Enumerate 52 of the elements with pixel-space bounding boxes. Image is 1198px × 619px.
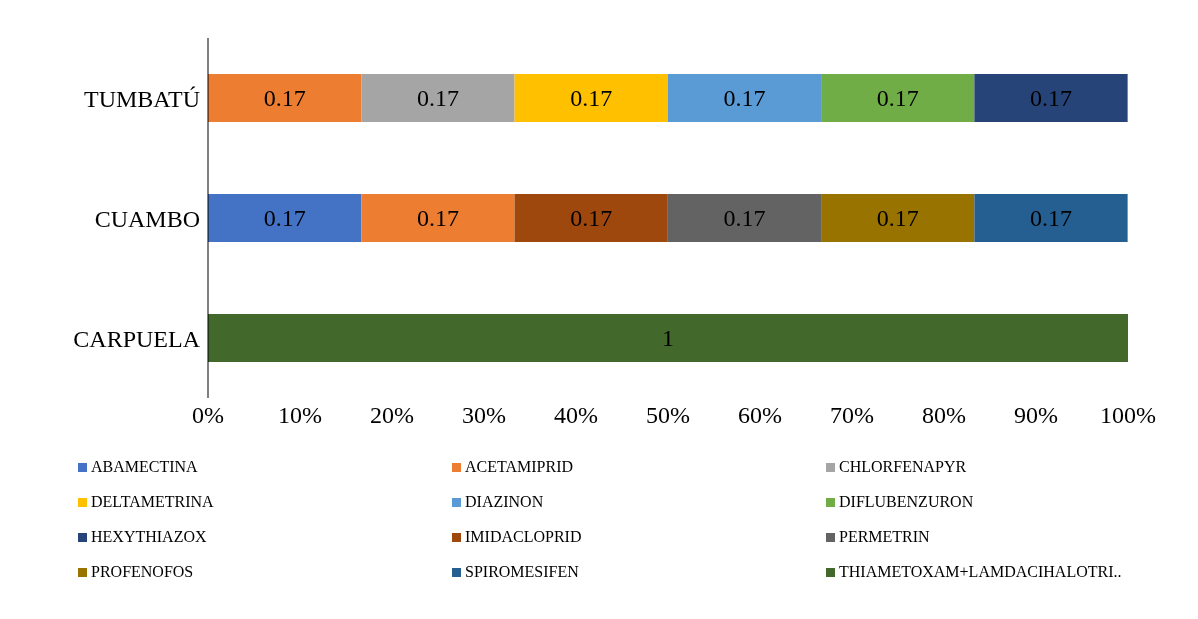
data-label: 0.17 (416, 85, 459, 111)
y-tick-label: CUAMBO (94, 205, 200, 232)
data-label: 1 (662, 325, 674, 351)
legend-label: HEXYTHIAZOX (91, 528, 207, 546)
x-tick-label: 50% (646, 402, 690, 429)
bar (514, 194, 668, 242)
legend-label: DIAZINON (465, 493, 544, 511)
data-label: 0.17 (570, 205, 613, 231)
bar (821, 194, 975, 242)
data-label: 0.17 (263, 85, 306, 111)
legend-label: PROFENOFOS (91, 563, 194, 581)
data-label: 0.17 (876, 205, 919, 231)
bar (974, 74, 1128, 122)
data-label: 0.17 (1030, 205, 1072, 231)
data-label: 0.17 (723, 205, 766, 231)
bar (974, 194, 1128, 242)
x-tick-label: 70% (830, 402, 874, 429)
data-label: 0.17 (570, 85, 613, 111)
legend-label: THIAMETOXAM+LAMDACIHALOTRI.. (839, 563, 1122, 581)
legend-label: ABAMECTINA (91, 458, 198, 476)
legend-label: DIFLUBENZURON (839, 493, 974, 511)
y-tick-label: TUMBATÚ (83, 85, 200, 112)
x-tick-label: 30% (462, 402, 506, 429)
x-tick-label: 100% (1100, 402, 1156, 429)
bar (667, 74, 822, 122)
bar (821, 74, 975, 122)
legend-label: CHLORFENAPYR (839, 458, 967, 476)
bar (361, 74, 515, 122)
bar (208, 194, 362, 242)
data-label: 0.17 (876, 85, 919, 111)
legend-label: PERMETRIN (839, 528, 930, 546)
data-label: 0.17 (1030, 85, 1072, 111)
legend-label: ACETAMIPRID (465, 458, 574, 476)
x-tick-label: 0% (192, 402, 224, 429)
legend-label: SPIROMESIFEN (465, 563, 579, 581)
data-label: 0.17 (263, 205, 306, 231)
data-label: 0.17 (416, 205, 459, 231)
x-tick-label: 90% (1014, 402, 1058, 429)
x-tick-label: 10% (278, 402, 322, 429)
legend-label: DELTAMETRINA (91, 493, 214, 511)
bar (361, 194, 515, 242)
bar (208, 74, 362, 122)
data-label: 0.17 (723, 85, 766, 111)
x-tick-label: 60% (738, 402, 782, 429)
x-tick-label: 20% (370, 402, 414, 429)
x-tick-label: 40% (554, 402, 598, 429)
legend-label: IMIDACLOPRID (465, 528, 582, 546)
bar (208, 314, 1128, 362)
x-tick-label: 80% (922, 402, 966, 429)
y-tick-label: CARPUELA (73, 325, 201, 352)
bar (667, 194, 822, 242)
bar (514, 74, 668, 122)
